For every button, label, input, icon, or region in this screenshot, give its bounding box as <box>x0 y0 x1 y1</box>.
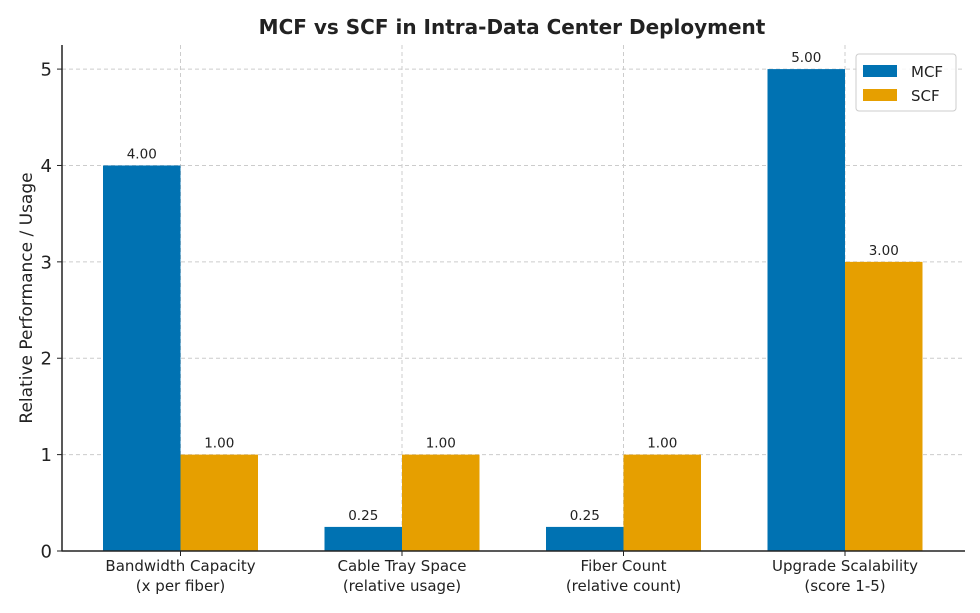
data-label: 3.00 <box>869 243 899 259</box>
y-tick-label: 4 <box>41 156 52 177</box>
bar-scf <box>180 454 258 551</box>
y-tick-label: 1 <box>41 445 52 466</box>
y-tick-label: 5 <box>41 60 52 81</box>
x-tick-label: (score 1-5) <box>804 577 885 595</box>
data-label: 0.25 <box>348 508 378 524</box>
legend-label-scf: SCF <box>911 87 940 105</box>
y-tick-label: 2 <box>41 349 52 370</box>
y-axis-label: Relative Performance / Usage <box>17 172 37 423</box>
data-labels: 4.00 0.25 0.25 5.00 1.00 1.00 1.00 3.00 <box>127 50 899 524</box>
bar-mcf <box>103 165 181 551</box>
x-tick-label: (x per fiber) <box>136 577 225 595</box>
x-tick-label: Fiber Count <box>581 557 667 575</box>
legend: MCF SCF <box>855 53 957 112</box>
bar-scf <box>623 454 701 551</box>
data-label: 4.00 <box>127 146 157 162</box>
bar-mcf <box>324 526 402 551</box>
bar-scf <box>402 454 480 551</box>
x-tick-label: Upgrade Scalability <box>772 557 918 575</box>
x-tick-label: (relative usage) <box>343 577 461 595</box>
bar-mcf <box>546 526 624 551</box>
bar-scf <box>845 261 923 551</box>
x-tick-label: Cable Tray Space <box>337 557 466 575</box>
y-tick-label: 0 <box>41 542 52 563</box>
x-tick-label: (relative count) <box>566 577 681 595</box>
chart-title: MCF vs SCF in Intra-Data Center Deployme… <box>259 15 766 39</box>
data-label: 1.00 <box>647 436 677 452</box>
x-tick-label: Bandwidth Capacity <box>105 557 255 575</box>
legend-label-mcf: MCF <box>911 63 943 81</box>
data-label: 1.00 <box>426 436 456 452</box>
legend-swatch-mcf <box>863 65 897 77</box>
axes: 0 1 2 3 4 5 Bandwidth Capacity (x per fiber) Cab… <box>41 45 965 595</box>
legend-swatch-scf <box>863 89 897 101</box>
data-label: 0.25 <box>570 508 600 524</box>
y-tick-label: 3 <box>41 252 52 273</box>
data-label: 5.00 <box>791 50 821 66</box>
bar-mcf <box>767 69 845 551</box>
bars <box>103 69 923 551</box>
data-label: 1.00 <box>204 436 234 452</box>
